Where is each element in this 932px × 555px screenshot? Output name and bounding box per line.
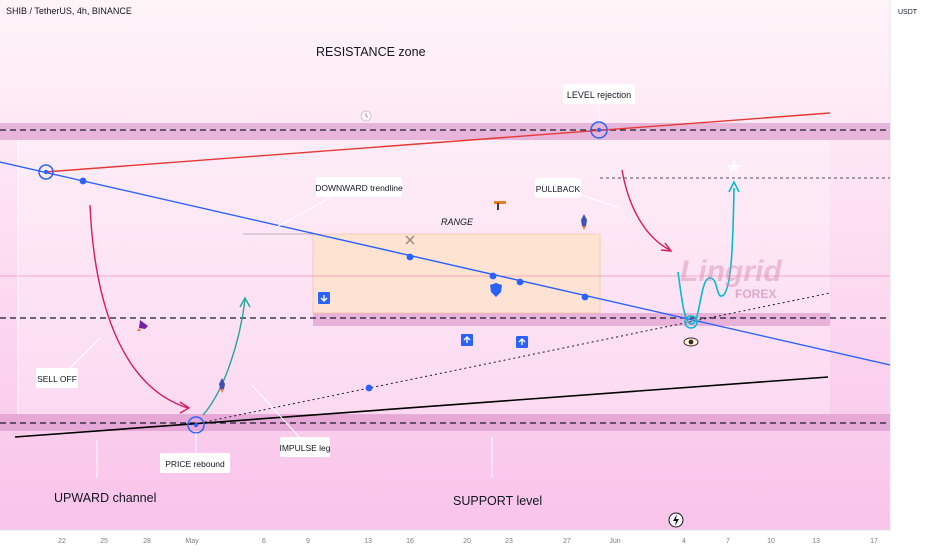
resistance-zone-label: RESISTANCE zone bbox=[316, 45, 426, 59]
resistance-zone-band bbox=[0, 123, 890, 140]
time-tick-label: 17 bbox=[870, 538, 878, 545]
level-rejection-dot bbox=[596, 127, 602, 133]
up-arrow-box-icon bbox=[461, 334, 473, 346]
downward-trendline-label: DOWNWARD trendline bbox=[315, 183, 403, 193]
price-rebound-dot bbox=[193, 422, 199, 428]
watermark-name: Lingrid bbox=[680, 255, 782, 288]
up-arrow-box-icon bbox=[516, 336, 528, 348]
trend-touch-dot bbox=[406, 253, 414, 261]
level-rejection-label: LEVEL rejection bbox=[567, 90, 631, 100]
sell-off-label: SELL OFF bbox=[37, 374, 77, 384]
time-tick-label: 23 bbox=[505, 538, 513, 545]
sell-off-arrow bbox=[89, 204, 189, 409]
downward-trendline bbox=[0, 161, 891, 366]
support-band bbox=[313, 313, 830, 326]
time-tick-label: 6 bbox=[262, 538, 266, 545]
top-left-circle-marker bbox=[38, 164, 54, 180]
time-tick-label: Jun bbox=[609, 538, 620, 545]
support-level-label: SUPPORT level bbox=[453, 494, 542, 508]
trend-touch-dot bbox=[365, 384, 373, 392]
hammer-icon bbox=[494, 201, 506, 210]
dotted-support-trendline bbox=[194, 292, 831, 425]
time-tick-label: 27 bbox=[563, 538, 571, 545]
projection-cyan-path bbox=[677, 187, 735, 325]
level-rejection-callout-box: LEVEL rejection bbox=[563, 84, 635, 104]
price-rebound-callout-box: PRICE rebound bbox=[160, 453, 230, 473]
shield-icon bbox=[490, 283, 502, 297]
time-tick-label: 10 bbox=[767, 538, 775, 545]
clock-icon bbox=[360, 110, 372, 122]
upward-channel-line bbox=[14, 376, 829, 438]
time-tick-label: 7 bbox=[726, 538, 730, 545]
impulse-leg-callout-box: IMPULSE leg bbox=[279, 437, 331, 457]
watermark-sub: FOREX bbox=[735, 287, 776, 301]
time-axis-ticks[interactable]: 22 25 28 May 6 9 13 16 20 23 27 Jun 4 7 10 13 17 bbox=[58, 538, 878, 545]
sell-off-callout bbox=[67, 337, 101, 371]
rocket-icon bbox=[581, 214, 587, 230]
impulse-arrowhead bbox=[239, 296, 251, 308]
pullback-arrowhead bbox=[660, 242, 673, 252]
projection-arrowhead bbox=[728, 180, 740, 193]
time-tick-label: 13 bbox=[364, 538, 372, 545]
time-tick-label: 4 bbox=[682, 538, 686, 545]
range-box bbox=[312, 233, 601, 314]
price-rebound-label: PRICE rebound bbox=[165, 459, 225, 469]
downward-trendline-callout-box: DOWNWARD trendline bbox=[315, 177, 403, 197]
cyan-touch-circle bbox=[684, 315, 698, 329]
time-tick-label: 13 bbox=[812, 538, 820, 545]
cross-x-icon bbox=[405, 235, 415, 245]
down-arrow-box-icon bbox=[318, 292, 330, 304]
trend-touch-dot bbox=[581, 293, 589, 301]
impulse-arrow bbox=[202, 299, 246, 416]
range-label: RANGE bbox=[441, 217, 474, 227]
pullback-label: PULLBACK bbox=[536, 184, 581, 194]
impulse-leg-label: IMPULSE leg bbox=[279, 443, 330, 453]
trend-touch-dot bbox=[489, 272, 497, 280]
trend-touch-dot bbox=[79, 177, 87, 185]
rocket-icon bbox=[137, 320, 148, 331]
sell-off-arrowhead bbox=[179, 401, 191, 414]
pullback-callout-box: PULLBACK bbox=[535, 178, 581, 198]
price-scale-background bbox=[890, 0, 932, 530]
pullback-callout bbox=[579, 194, 619, 208]
level-rejection-marker bbox=[590, 121, 608, 139]
star-icon bbox=[727, 160, 741, 173]
time-tick-label: May bbox=[185, 538, 199, 545]
resistance-trendline bbox=[44, 112, 831, 173]
eye-icon bbox=[683, 337, 699, 347]
upward-channel-label: UPWARD channel bbox=[54, 491, 156, 505]
time-axis-background bbox=[0, 530, 932, 550]
currency-label: USDT bbox=[898, 9, 918, 16]
symbol-title: SHIB / TetherUS, 4h, BINANCE bbox=[6, 6, 132, 16]
lightning-icon[interactable] bbox=[668, 512, 684, 528]
top-left-circle-dot bbox=[43, 169, 49, 175]
time-tick-label: 25 bbox=[100, 538, 108, 545]
trend-touch-dot bbox=[516, 278, 524, 286]
time-tick-label: 20 bbox=[463, 538, 471, 545]
pullback-arrow bbox=[621, 169, 671, 251]
time-tick-label: 28 bbox=[143, 538, 151, 545]
time-tick-label: 9 bbox=[306, 538, 310, 545]
downward-trendline-callout bbox=[274, 197, 331, 229]
rocket-icon bbox=[219, 378, 225, 393]
impulse-leg-callout bbox=[251, 384, 301, 439]
sell-off-callout-box: SELL OFF bbox=[36, 368, 78, 388]
time-tick-label: 22 bbox=[58, 538, 66, 545]
time-tick-label: 16 bbox=[406, 538, 414, 545]
